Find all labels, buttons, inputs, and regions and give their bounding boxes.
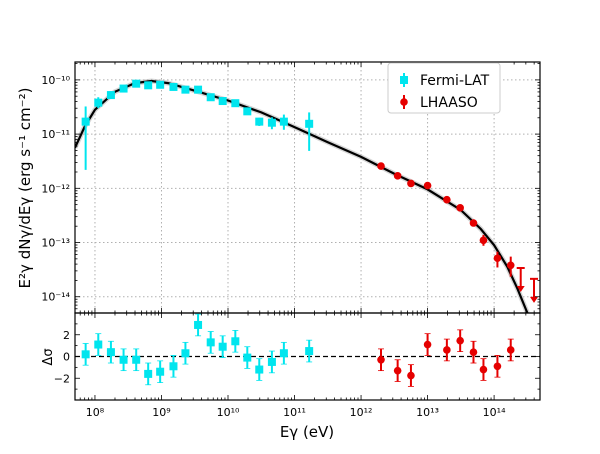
legend-label: Fermi-LAT [420,73,490,89]
axes [74,61,541,401]
residual-y-tick-label: 2 [63,329,70,342]
fermi-lat-residual [255,365,264,374]
y-tick-label: 10⁻¹³ [41,237,70,250]
fermi-lat-point [267,118,276,127]
fermi-lat-point [181,85,190,94]
legend-marker-fermi-lat [400,76,408,84]
lhaaso-point [456,204,464,212]
x-tick-label: 10⁸ [86,406,105,419]
fermi-lat-residual [169,362,178,371]
fermi-lat-residual [94,340,103,349]
lhaaso-residual [407,371,415,380]
lhaaso-residual [423,340,432,349]
lhaaso-residual [493,362,502,371]
upper-limit-arrow-icon [516,286,525,293]
lhaaso-residual [377,355,385,364]
legend-marker-lhaaso [400,98,408,106]
legend-label: LHAASO [420,95,478,111]
lhaaso-point [479,236,488,245]
fermi-lat-residual [156,367,165,376]
fermi-lat-point [94,98,103,107]
y-tick-label: 10⁻¹⁰ [41,74,70,87]
fermi-lat-point [206,93,215,102]
fermi-lat-residual [81,350,90,359]
fermi-lat-point [169,82,178,91]
model-line [75,79,529,313]
residual-y-tick-label: 0 [63,351,70,364]
x-tick-label: 10¹⁰ [217,406,240,419]
lhaaso-point [423,181,432,190]
x-tick-label: 10¹⁴ [483,406,506,419]
y-tick-label: 10⁻¹¹ [41,128,70,141]
fermi-lat-residual [305,347,314,356]
y-axis-label-spectrum: E²γ dNγ/dEγ (erg s⁻¹ cm⁻²) [16,88,34,289]
fermi-lat-point [243,107,252,116]
model-uncertainty-band [75,78,530,313]
fermi-lat-residual [144,369,153,378]
legend-box [387,62,501,114]
fermi-lat-point [132,79,141,88]
lhaaso-point [443,195,451,204]
fermi-lat-point [106,91,115,100]
lhaaso-residual [443,346,451,354]
fermi-lat-point [218,97,227,106]
x-tick-label: 10¹³ [416,406,439,419]
data-points [81,79,539,387]
fermi-lat-residual [119,355,128,364]
lhaaso-residual [393,366,402,375]
fermi-lat-residual [243,353,252,362]
fermi-lat-residual [106,348,115,357]
lhaaso-residual [469,348,478,356]
fermi-lat-residual [194,320,203,329]
fermi-lat-residual [132,355,141,364]
fermi-lat-point [255,117,264,126]
fermi-lat-residual [218,342,227,351]
fermi-lat-point [156,80,165,89]
fermi-lat-point [305,119,314,128]
x-axis-label: Eγ (eV) [280,423,334,441]
lhaaso-point [407,179,415,188]
model-curve [75,78,530,313]
y-tick-label: 10⁻¹⁴ [41,291,70,304]
fermi-lat-point [81,117,90,126]
upper-limit-arrow-icon [530,296,539,303]
fermi-lat-point [194,85,203,94]
tick-labels: 10⁻¹⁰ 10⁻¹¹ 10⁻¹² 10⁻¹³ 10⁻¹⁴ 2 0 −2 10⁸ 10⁹ 10¹⁰ 1… [41,74,506,419]
fermi-lat-point [119,84,128,93]
x-tick-label: 10⁹ [152,406,170,419]
lhaaso-residual [456,336,464,345]
lhaaso-point [493,254,502,263]
fermi-lat-point [279,117,288,126]
fermi-lat-residual [206,338,215,347]
lhaaso-point [377,162,385,170]
fermi-lat-residual [181,349,190,358]
x-tick-label: 10¹¹ [283,406,306,419]
y-tick-label: 10⁻¹² [41,182,70,195]
fermi-lat-residual [279,349,288,358]
fermi-lat-residual [231,337,240,346]
lhaaso-residual [506,346,515,354]
fermi-lat-point [144,81,153,90]
residual-y-tick-label: −2 [54,372,70,385]
grid-lines [75,62,540,358]
lhaaso-point [506,261,515,270]
y-axis-label-residuals: Δσ [41,348,56,365]
x-tick-label: 10¹² [350,406,373,419]
fermi-lat-point [231,99,240,108]
fermi-lat-residual [267,357,276,366]
legend: Fermi-LAT LHAASO [387,62,501,114]
lhaaso-point [393,172,402,180]
lhaaso-residual [479,365,488,374]
lhaaso-point [469,219,478,227]
